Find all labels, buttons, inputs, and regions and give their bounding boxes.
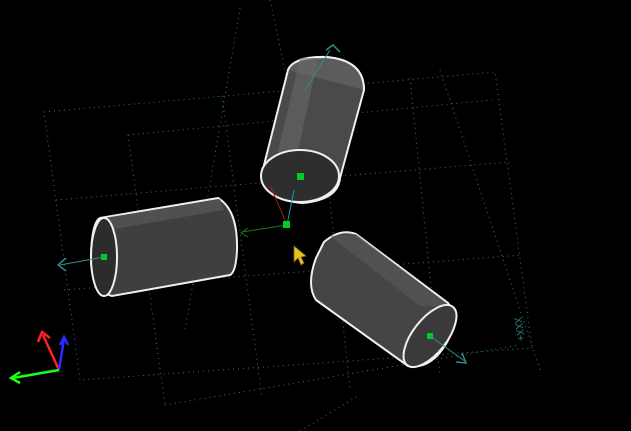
direction-arrow-icon bbox=[56, 257, 67, 272]
grid-line bbox=[164, 344, 521, 406]
cylinder-top[interactable] bbox=[260, 44, 366, 205]
cylinder-right[interactable] bbox=[310, 231, 468, 375]
gizmo-y-arrow bbox=[8, 370, 21, 385]
gizmo-x-axis bbox=[41, 334, 61, 371]
pivot-x-axis bbox=[269, 184, 288, 226]
pivot-arrow-icon bbox=[240, 227, 249, 238]
pivot-y-axis bbox=[286, 189, 295, 226]
grid-line bbox=[127, 99, 493, 136]
xyz-axes-icon bbox=[8, 330, 70, 385]
cylinder-left[interactable] bbox=[56, 196, 239, 298]
cylinder-right-highlight bbox=[330, 234, 450, 306]
grid-line bbox=[299, 394, 361, 431]
grid-line bbox=[221, 95, 263, 399]
group-pivot[interactable] bbox=[240, 184, 295, 238]
cylinder-top-pivot-handle[interactable] bbox=[297, 173, 304, 180]
gizmo-y-axis bbox=[12, 368, 60, 380]
gizmo-x-arrow bbox=[36, 330, 51, 343]
grid-line bbox=[55, 161, 511, 201]
grid-line bbox=[127, 134, 166, 406]
direction-line bbox=[59, 256, 105, 266]
gizmo-z-axis bbox=[57, 338, 66, 371]
direction-arrow-icon bbox=[325, 44, 341, 53]
cylinder-top-highlight bbox=[276, 58, 318, 160]
pivot-z-axis bbox=[241, 224, 288, 233]
cylinder-left-highlight bbox=[104, 199, 224, 230]
arrow-cursor-icon bbox=[293, 245, 307, 266]
direction-line bbox=[304, 49, 331, 91]
direction-arrow-icon bbox=[455, 352, 468, 364]
axis-label: XXX+ bbox=[511, 317, 526, 343]
direction-line bbox=[429, 335, 467, 363]
gizmo-z-arrow bbox=[58, 334, 70, 346]
group-pivot-handle[interactable] bbox=[283, 221, 290, 228]
